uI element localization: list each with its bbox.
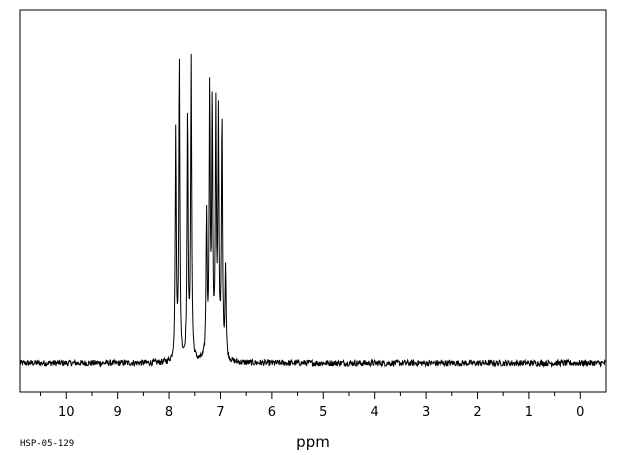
x-tick-label: 9 [114,405,122,420]
x-tick-label: 10 [58,405,75,420]
x-axis-title: ppm [296,433,330,451]
x-tick-label: 4 [371,405,379,420]
plot-frame [19,9,607,393]
x-tick-label: 1 [525,405,533,420]
x-axis-ticks: 10 9 8 7 6 5 4 3 2 1 0 [40,392,584,420]
spectrum-line [19,53,607,369]
x-tick-label: 0 [576,405,584,420]
x-tick-label: 2 [473,405,481,420]
x-tick-label: 3 [422,405,430,420]
sample-id-label: HSP-05-129 [20,439,74,449]
x-tick-label: 7 [216,405,224,420]
x-tick-label: 5 [319,405,327,420]
x-tick-label: 6 [268,405,276,420]
x-tick-label: 8 [165,405,173,420]
